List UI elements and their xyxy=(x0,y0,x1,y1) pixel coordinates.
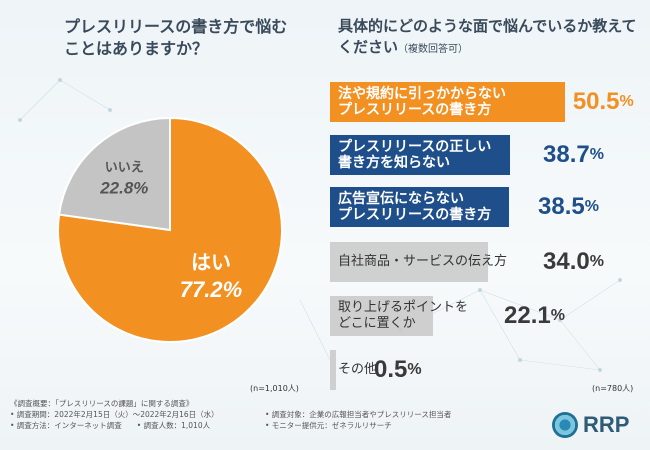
bar-category-label: 自社商品・サービスの伝え方 xyxy=(338,242,507,282)
bar-value: 38.7% xyxy=(543,135,604,175)
pie-label-no: いいえ xyxy=(105,161,144,176)
bar-sample-size: (n=780人) xyxy=(592,384,634,393)
bar-value-number: 38.5 xyxy=(538,193,585,220)
bar-chart-title-sub: （複数回答可） xyxy=(398,44,469,55)
rrp-logo: RRP xyxy=(552,412,629,438)
bar-category-label: 法や規約に引っかからない プレスリリースの書き方 xyxy=(338,82,506,122)
bar-category-line: プレスリリースの書き方 xyxy=(338,207,492,223)
bar-category-line: 書き方を知らない xyxy=(338,155,450,171)
bar-value-percent: % xyxy=(619,93,634,110)
bar-category-line: どこに置くか xyxy=(338,316,416,331)
footnote-heading: 《調査概要：「プレスリリースの課題」に関する調査》 xyxy=(10,399,194,408)
bar-category-label: 広告宣伝にならない プレスリリースの書き方 xyxy=(338,187,491,227)
bar-value-number: 38.7 xyxy=(543,141,590,168)
bar-value-percent: % xyxy=(407,361,422,378)
bar-value-percent: % xyxy=(589,253,604,270)
bar-category-line: 取り上げるポイントを xyxy=(338,300,469,315)
bar-category-line: プレスリリースの正しい xyxy=(338,139,492,155)
bar-fill xyxy=(330,135,510,175)
footnote-method: • 調査方法：インターネット調査 • 調査人数：1,010人 xyxy=(10,421,211,430)
bar-category-line: プレスリリースの書き方 xyxy=(338,102,492,118)
bar-category-line: その他 xyxy=(338,362,378,377)
bar-value-percent: % xyxy=(550,307,565,324)
bar-value: 34.0% xyxy=(543,242,604,282)
bar-category-line: 法や規約に引っかからない xyxy=(338,86,506,102)
bar-category-label: 取り上げるポイントを どこに置くか xyxy=(338,296,468,336)
pie-label-yes: はい xyxy=(191,250,231,274)
bar-value: 0.5% xyxy=(374,350,422,390)
pie-chart: はい 77.2% いいえ 22.8% xyxy=(57,116,283,343)
bar-value-number: 50.5 xyxy=(572,88,620,115)
bar-chart-title: 具体的にどのような面で悩んでいるか教えてください（複数回答可） xyxy=(338,16,648,60)
footnote-provider: • モニター提供元：ゼネラルリサーチ xyxy=(265,421,392,430)
footnote-period: • 調査期間：2022年2月15日（火）～2022年2月16日（水） xyxy=(10,410,219,419)
pie-value-yes: 77.2% xyxy=(180,277,242,302)
footnote-target: • 調査対象：企業の広報担当者やプレスリリース担当者 xyxy=(265,410,452,419)
bar-value-percent: % xyxy=(589,146,604,163)
bar-value: 50.5% xyxy=(573,82,634,122)
bar-value: 22.1% xyxy=(504,296,565,336)
pie-slice-no xyxy=(57,116,171,232)
bar-category-line: 自社商品・サービスの伝え方 xyxy=(338,254,508,269)
bar-fill xyxy=(330,187,510,227)
pie-sample-size: (n=1,010人) xyxy=(250,384,299,393)
bar-category-line: 広告宣伝にならない xyxy=(338,191,464,207)
bar-fill xyxy=(330,296,433,336)
pie-value-no: 22.8% xyxy=(99,179,148,198)
bar-value-percent: % xyxy=(584,198,599,215)
rrp-logo-text: RRP xyxy=(583,412,630,437)
bar-chart-title-main: 具体的にどのような面で悩んでいるか教えてください xyxy=(338,17,637,56)
pie-chart-title: プレスリリースの書き方で悩むことはありますか？ xyxy=(64,17,288,58)
rrp-logo-icon xyxy=(552,412,578,438)
bar-value: 38.5% xyxy=(538,187,599,227)
bar-fill xyxy=(330,82,565,122)
bar-category-label: プレスリリースの正しい 書き方を知らない xyxy=(338,135,491,175)
bar-value-number: 22.1 xyxy=(504,302,551,329)
bar-fill xyxy=(330,242,489,282)
survey-footnote: 《調査概要：「プレスリリースの課題」に関する調査》 • 調査期間：2022年2月… xyxy=(10,398,570,431)
bar-value-number: 34.0 xyxy=(543,248,590,275)
bar-fill xyxy=(330,350,336,390)
bar-category-label: その他 xyxy=(338,350,377,390)
bar-value-number: 0.5 xyxy=(374,356,408,383)
